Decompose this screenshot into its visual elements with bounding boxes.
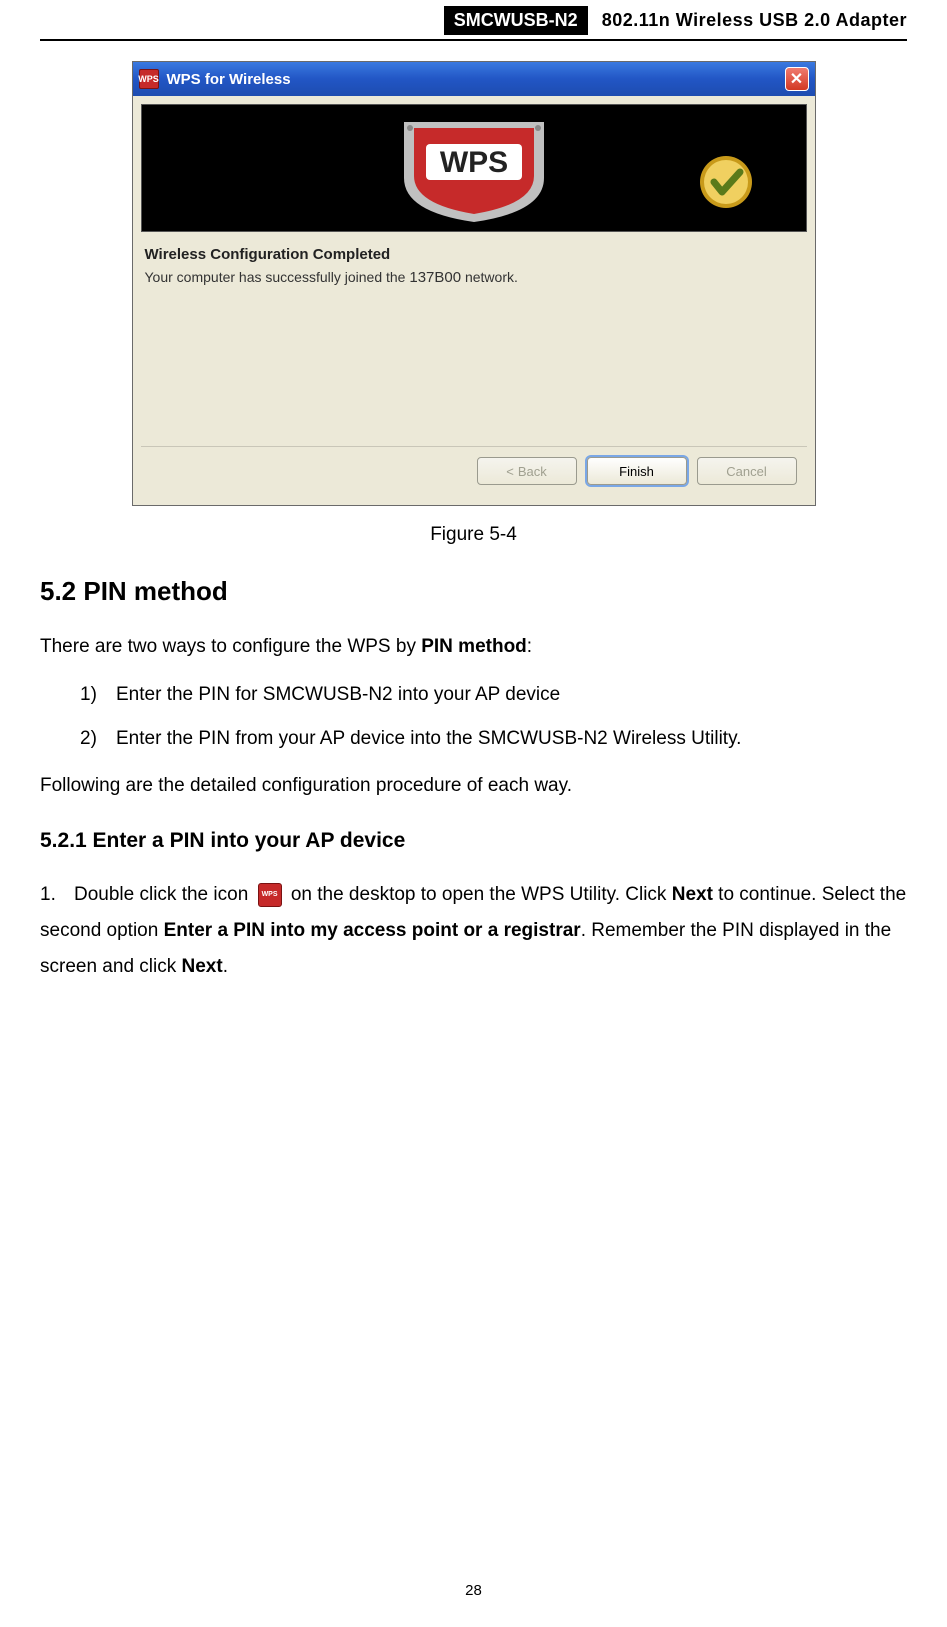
dialog-title: WPS for Wireless [167,71,785,88]
cancel-button-label: Cancel [726,464,766,479]
network-name: 137B00 [409,269,461,286]
page-header: SMCWUSB-N2 802.11n Wireless USB 2.0 Adap… [40,0,907,41]
header-desc: 802.11n Wireless USB 2.0 Adapter [602,10,907,31]
list-item: 1)Enter the PIN for SMCWUSB-N2 into your… [80,680,907,710]
step-bold2: Enter a PIN into my access point or a re… [164,920,581,941]
status-title: Wireless Configuration Completed [145,246,807,263]
step-post: . [223,956,228,977]
finish-button[interactable]: Finish [587,457,687,485]
close-icon[interactable]: ✕ [785,67,809,91]
header-model: SMCWUSB-N2 [444,6,588,35]
wps-dialog: WPS WPS for Wireless ✕ WPS [132,61,816,506]
wps-shield-icon: WPS [139,69,159,89]
intro-pre: There are two ways to configure the WPS … [40,636,421,657]
list-text: Enter the PIN from your AP device into t… [116,728,741,749]
intro-post: : [527,636,532,657]
svg-text:WPS: WPS [439,146,507,179]
section-heading: 5.2 PIN method [40,576,907,607]
step-bold3: Next [182,956,223,977]
dialog-titlebar: WPS WPS for Wireless ✕ [133,62,815,96]
figure-caption: Figure 5-4 [40,524,907,546]
back-button: < Back [477,457,577,485]
list-item: 1.Double click the icon on the desktop t… [40,877,907,985]
list-num: 2) [80,724,116,754]
status-text: Your computer has successfully joined th… [145,269,807,286]
chevron-left-icon: < [506,464,514,479]
back-button-label: Back [518,464,547,479]
list-text: Enter the PIN for SMCWUSB-N2 into your A… [116,684,560,705]
subsection-heading: 5.2.1 Enter a PIN into your AP device [40,829,907,853]
list-item: 2)Enter the PIN from your AP device into… [80,724,907,754]
intro-bold: PIN method [421,636,527,657]
method-list: 1)Enter the PIN for SMCWUSB-N2 into your… [80,680,907,755]
step-bold: Next [672,884,713,905]
following-paragraph: Following are the detailed configuration… [40,772,907,801]
intro-paragraph: There are two ways to configure the WPS … [40,633,907,662]
list-num: 1) [80,680,116,710]
status-prefix: Your computer has successfully joined th… [145,269,410,285]
cancel-button: Cancel [697,457,797,485]
finish-button-label: Finish [619,464,654,479]
step-num: 1. [40,877,74,913]
wps-desktop-icon [258,883,282,907]
step-pre: Double click the icon [74,884,254,905]
status-suffix: network. [461,269,518,285]
step-list: 1.Double click the icon on the desktop t… [40,877,907,985]
wps-banner: WPS [141,104,807,232]
dialog-button-row: < Back Finish Cancel [141,446,807,497]
step-mid: on the desktop to open the WPS Utility. … [286,884,672,905]
page-number: 28 [0,1582,947,1599]
